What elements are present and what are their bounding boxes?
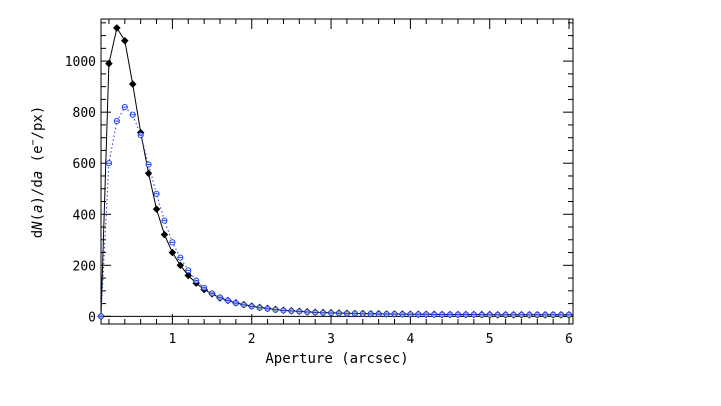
series-1-point — [312, 309, 319, 316]
series-1-point — [335, 310, 343, 317]
series-1-point — [264, 305, 271, 312]
y-tick-label: 0 — [88, 310, 96, 325]
series-1-point — [391, 310, 398, 318]
series-1-point — [542, 311, 549, 318]
series-1-point — [510, 311, 517, 318]
series-1-point — [161, 217, 168, 224]
series-1-point — [113, 118, 120, 125]
series-1-line — [100, 106, 569, 317]
x-tick-label: 3 — [327, 332, 335, 347]
series-0-point — [105, 59, 113, 68]
series-0-point — [144, 169, 153, 178]
series-0-point — [160, 230, 169, 239]
series-1-point — [407, 311, 414, 318]
series-1-point — [343, 310, 350, 317]
x-tick-label: 4 — [406, 332, 414, 347]
series-1-point — [137, 132, 144, 139]
series-1-point — [232, 300, 239, 307]
y-tick-label: 800 — [73, 106, 96, 121]
series-1-point — [375, 310, 382, 318]
y-tick-label: 400 — [73, 208, 96, 223]
series-1-point — [248, 303, 255, 310]
series-0-point — [113, 24, 121, 32]
series-1-point — [431, 311, 438, 318]
series-1-point — [129, 111, 136, 118]
tick-labels: 1 2 3 4 5 6 0 200 400 600 800 1000 — [65, 55, 573, 347]
series-0-point — [128, 80, 137, 88]
series-1-point — [439, 311, 446, 318]
x-tick-label: 5 — [486, 332, 494, 347]
series-1-point — [359, 310, 366, 317]
series-1-point — [351, 310, 358, 317]
series-1-point — [446, 311, 454, 318]
series-1-point — [224, 297, 231, 304]
series-0-line — [100, 26, 569, 317]
series-1-point — [216, 294, 224, 301]
series-1-point — [565, 311, 573, 318]
series-1-point — [320, 309, 327, 316]
y-tick-label: 200 — [73, 259, 96, 274]
series-1-point — [145, 161, 152, 168]
series-0-point — [152, 205, 161, 213]
x-tick-label: 1 — [168, 332, 176, 347]
series-1-point — [367, 310, 374, 317]
series-1-point — [105, 160, 112, 167]
series-1-point — [177, 254, 184, 261]
series-1-point — [288, 307, 295, 315]
series-1-point — [240, 301, 247, 308]
plot-series — [97, 24, 573, 321]
series-0-point — [168, 248, 177, 257]
series-1-point — [328, 309, 335, 317]
series-1-point — [383, 310, 390, 318]
series-1-point — [280, 307, 287, 314]
series-1-point — [478, 311, 485, 318]
series-1-point — [486, 311, 493, 318]
x-axis-title: Aperture (arcsec) — [265, 351, 408, 367]
x-tick-label: 6 — [565, 332, 573, 347]
series-1-point — [209, 290, 216, 297]
series-1-point — [526, 311, 533, 318]
series-1-point — [169, 239, 176, 246]
series-1-point — [470, 311, 477, 318]
series-0-point — [184, 271, 193, 280]
y-axis-title: dN(a)/da (e−/px) — [28, 106, 46, 239]
plot-axes — [100, 18, 574, 325]
series-1-point — [121, 104, 128, 111]
series-1-point — [193, 277, 200, 284]
series-1-point — [97, 313, 105, 320]
series-1-point — [399, 311, 406, 318]
x-tick-label: 2 — [248, 332, 256, 347]
series-1-point — [454, 311, 462, 318]
series-1-point — [272, 306, 279, 313]
series-1-point — [304, 308, 311, 316]
series-1-point — [534, 311, 541, 318]
series-1-point — [256, 304, 263, 311]
series-0-point — [176, 261, 185, 270]
series-1-point — [558, 311, 565, 318]
y-tick-label: 600 — [73, 157, 96, 172]
plot-frame — [100, 18, 574, 325]
series-1-point — [518, 311, 525, 318]
series-1-point — [550, 311, 557, 318]
series-0-point — [121, 36, 129, 45]
series-1-point — [415, 311, 422, 318]
y-tick-label: 1000 — [65, 55, 96, 70]
series-1-point — [423, 311, 430, 318]
series-1-point — [201, 284, 208, 291]
series-1-point — [462, 311, 469, 318]
series-1-point — [502, 311, 509, 318]
series-1-point — [185, 267, 192, 274]
series-1-point — [296, 308, 303, 315]
series-1-point — [494, 311, 501, 318]
series-1-point — [153, 190, 160, 197]
